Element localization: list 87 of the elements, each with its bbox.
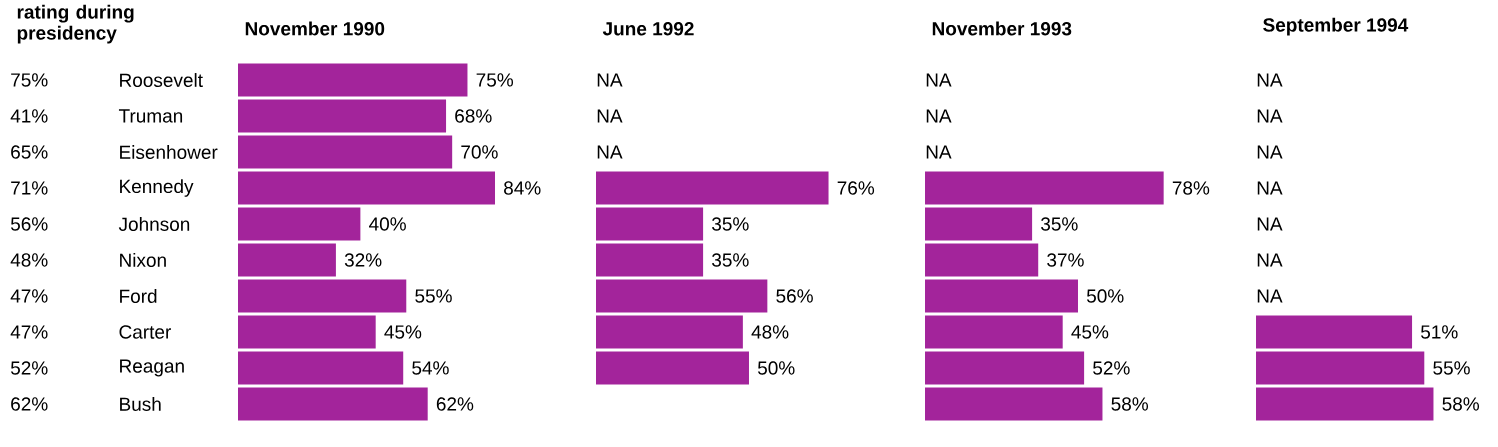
data-label: 50%: [1086, 289, 1124, 303]
data-label: 45%: [384, 325, 422, 339]
bar: [596, 207, 704, 241]
text: NA: [1257, 289, 1283, 303]
bar: [925, 207, 1033, 241]
data-label: 48%: [751, 325, 789, 339]
text: 65%: [11, 145, 48, 159]
bar: [925, 279, 1078, 313]
bar: [925, 351, 1085, 385]
bar: [596, 315, 743, 349]
data-label: 40%: [369, 217, 406, 231]
bar: [238, 279, 407, 313]
data-label: 75%: [476, 73, 514, 87]
text: NA: [1257, 145, 1283, 159]
bar: [238, 135, 453, 169]
data-label: 56%: [776, 289, 813, 303]
text: NA: [597, 145, 623, 159]
data-label: 32%: [344, 253, 382, 267]
text: NA: [1257, 109, 1283, 123]
data-label: 78%: [1172, 181, 1210, 195]
bar: [238, 315, 376, 349]
data-label: 45%: [1071, 325, 1109, 339]
data-label: 50%: [757, 361, 795, 375]
text: 41%: [10, 109, 48, 123]
bar: [238, 99, 447, 133]
bar: [596, 171, 829, 205]
y-tick-label: Reagan: [120, 359, 184, 377]
bar: [238, 207, 361, 241]
y-tick-label: Carter: [119, 325, 171, 339]
text: NA: [1257, 181, 1283, 195]
data-label: 58%: [1111, 397, 1149, 411]
text: 75%: [11, 73, 48, 87]
bar: [238, 243, 336, 277]
bar: [238, 351, 404, 385]
text: NA: [597, 109, 623, 123]
text: NA: [1257, 217, 1283, 231]
text: 71%: [11, 181, 48, 195]
data-label: 37%: [1047, 253, 1084, 267]
y-tick-label: Bush: [120, 397, 161, 411]
data-label: 76%: [837, 181, 875, 195]
bar: [925, 243, 1039, 277]
bar: [925, 315, 1063, 349]
chart-title: November 1990: [245, 21, 385, 36]
data-label: 35%: [1041, 217, 1078, 231]
bar: [925, 387, 1103, 421]
text: 47%: [10, 289, 48, 303]
y-tick-label: Ford: [120, 289, 157, 303]
data-label: 68%: [455, 109, 492, 123]
chart-title: June 1992: [602, 22, 694, 36]
text: 56%: [10, 217, 48, 231]
data-label: 84%: [504, 181, 541, 195]
chart-title: September 1994: [1263, 17, 1409, 36]
y-tick-label: Nixon: [120, 253, 166, 267]
data-label: 35%: [712, 217, 749, 231]
data-label: 58%: [1442, 397, 1480, 411]
y-tick-label: Eisenhower: [120, 145, 218, 159]
data-label: 62%: [436, 397, 474, 411]
y-tick-label: Roosevelt: [120, 73, 203, 87]
bar: [596, 243, 704, 277]
text: 62%: [11, 397, 48, 411]
y-tick-label: Kennedy: [120, 179, 194, 197]
data-label: 52%: [1093, 361, 1130, 375]
data-label: 55%: [1433, 361, 1470, 375]
data-label: 70%: [461, 145, 498, 159]
text: NA: [1257, 73, 1283, 87]
data-label: 51%: [1421, 325, 1458, 339]
bar: [596, 351, 749, 385]
chart-title: November 1993: [932, 21, 1072, 36]
bar: [238, 171, 495, 205]
y-tick-label: Johnson: [118, 217, 190, 231]
data-label: 35%: [712, 253, 749, 267]
bar: [238, 387, 428, 421]
bar: [238, 63, 468, 97]
data-label: 54%: [412, 361, 449, 375]
text: 48%: [10, 253, 48, 267]
text: NA: [926, 109, 952, 123]
text: NA: [1257, 253, 1283, 267]
bar: [925, 171, 1164, 205]
text: NA: [926, 145, 952, 159]
data-label: 55%: [415, 289, 452, 303]
bar: [596, 279, 768, 313]
text: NA: [926, 73, 952, 87]
text: NA: [597, 73, 623, 87]
text: 52%: [10, 361, 48, 375]
text: 47%: [10, 325, 48, 339]
y-tick-label: Truman: [118, 109, 183, 123]
text: rating during presidency: [17, 4, 134, 44]
